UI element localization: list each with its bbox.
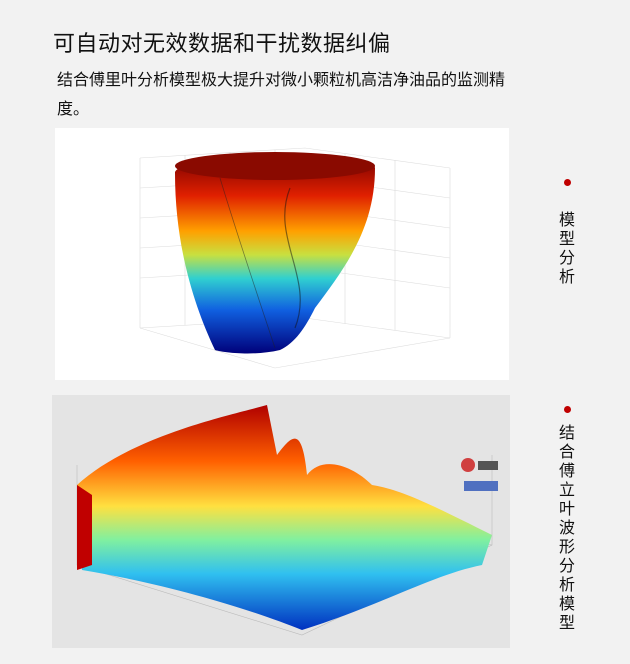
legend-marker-icon: [461, 458, 475, 472]
surface: [175, 156, 375, 354]
model-analysis-figure: [55, 128, 509, 380]
surface: [77, 405, 492, 630]
side-label-text: 结合傅立叶波形分析模型: [558, 423, 575, 632]
side-label-fourier-model: 结合傅立叶波形分析模型: [557, 406, 577, 632]
bullet-dot-icon: [563, 179, 571, 186]
surface-top: [175, 152, 375, 180]
page-description: 结合傅里叶分析模型极大提升对微小颗粒机高洁净油品的监测精度。: [57, 70, 506, 118]
legend-swatch: [464, 481, 498, 491]
side-label-text: 模型分析: [558, 210, 575, 286]
side-label-model-analysis: 模型分析: [557, 179, 577, 286]
page-title: 可自动对无效数据和干扰数据纠偏: [53, 32, 391, 57]
legend-swatch: [478, 461, 498, 470]
bullet-dot-icon: [563, 406, 571, 413]
fourier-waveform-figure: [52, 395, 510, 648]
